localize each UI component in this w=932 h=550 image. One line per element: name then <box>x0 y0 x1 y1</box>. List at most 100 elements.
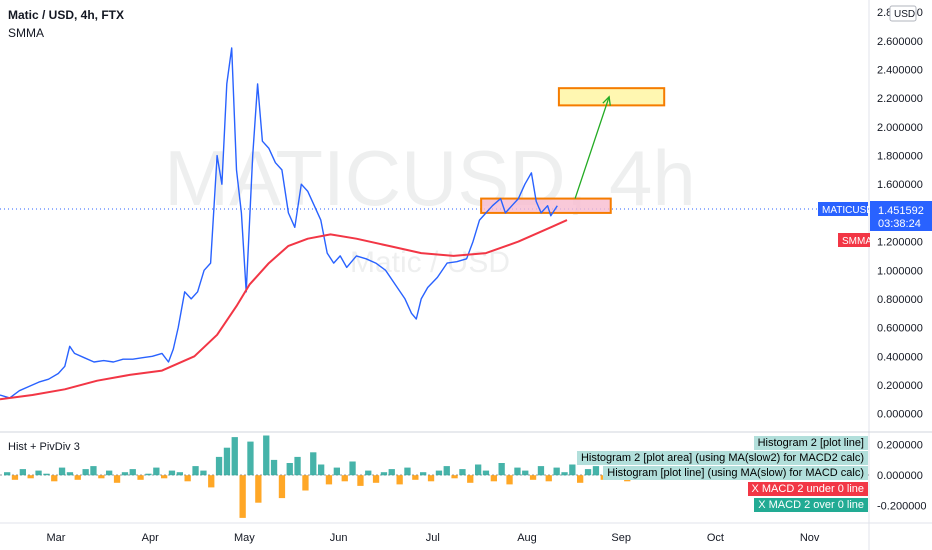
legend-tag-macd2-under: X MACD 2 under 0 line <box>747 482 868 496</box>
histogram-bar <box>349 461 356 476</box>
projection-arrow[interactable] <box>574 96 610 199</box>
histogram-bar <box>176 472 183 476</box>
price-tick-label: 2.600000 <box>877 36 923 48</box>
histogram-bar <box>427 475 435 482</box>
legend-tag-macd2-over: X MACD 2 over 0 line <box>754 498 868 512</box>
histogram-bar <box>168 470 176 476</box>
histogram-bar <box>106 470 113 476</box>
histogram-bar <box>137 475 144 480</box>
histogram-bar <box>90 466 97 476</box>
price-tick-label: 1.200000 <box>877 237 923 249</box>
price-tick-label: 2.000000 <box>877 122 923 134</box>
target-zone-rectangle[interactable] <box>480 197 612 214</box>
watermark-subtitle: Matic / USD <box>350 246 510 279</box>
price-tick-label: 2.400000 <box>877 65 923 77</box>
histogram-bar <box>420 472 427 476</box>
histogram-bar <box>412 475 419 480</box>
histogram-bar <box>443 466 450 476</box>
histogram-bar <box>270 459 278 476</box>
histogram-bar <box>192 466 199 476</box>
histogram-bar <box>545 475 552 482</box>
oscillator-tick-label: -0.200000 <box>877 501 927 513</box>
oscillator-title[interactable]: Hist + PivDiv 3 <box>8 441 80 453</box>
histogram-bar <box>325 475 333 485</box>
drawing-annotations[interactable] <box>480 87 666 214</box>
currency-badge[interactable]: USD <box>894 9 915 20</box>
histogram-bar <box>74 475 81 480</box>
legend-tag-histogram2-line: Histogram 2 [plot line] <box>753 436 868 450</box>
histogram-bar <box>113 475 121 483</box>
price-tick-label: 0.800000 <box>877 294 923 306</box>
target-zone-rectangle[interactable] <box>557 87 666 107</box>
histogram-bar <box>82 469 89 476</box>
symbol-price-label: MATICUSD <box>822 205 873 216</box>
histogram-bar <box>200 470 207 476</box>
histogram-bar <box>506 475 513 485</box>
histogram-bar <box>66 472 74 476</box>
histogram-bar <box>592 466 600 476</box>
histogram-bar <box>215 456 223 476</box>
smma-label-bg <box>838 233 870 247</box>
time-tick-label: Mar <box>47 532 66 544</box>
histogram-bar <box>208 475 215 488</box>
price-tick-label: 0.600000 <box>877 323 923 335</box>
histogram-bar <box>561 472 568 476</box>
histogram-bar <box>35 470 42 476</box>
histogram-bar <box>278 475 286 499</box>
histogram-bar <box>514 467 521 476</box>
oscillator-axis[interactable]: 0.200000 0.000000 -0.200000 <box>877 440 927 513</box>
histogram-bar <box>482 470 490 476</box>
price-tick-label: 1.600000 <box>877 179 923 191</box>
time-tick-label: Nov <box>800 532 820 544</box>
chart-title[interactable]: Matic / USD, 4h, FTX <box>8 8 125 22</box>
price-tick-label: 1.800000 <box>877 151 923 163</box>
price-tick-label: 0.400000 <box>877 351 923 363</box>
series-line-smma <box>0 219 568 401</box>
symbol-price-label-bg <box>818 202 868 216</box>
price-tick-label: 0.000000 <box>877 409 923 421</box>
indicator-smma-label[interactable]: SMMA <box>8 26 44 40</box>
time-axis[interactable]: Mar Apr May Jun Jul Aug Sep Oct Nov <box>47 532 820 544</box>
time-tick-label: Apr <box>142 532 159 544</box>
histogram-bar <box>184 475 191 482</box>
histogram-bar <box>27 475 34 479</box>
oscillator-tick-label: 0.000000 <box>877 470 923 482</box>
histogram-bar <box>4 472 11 476</box>
price-tick-label: 2.200000 <box>877 93 923 105</box>
time-tick-label: Jul <box>426 532 440 544</box>
histogram-bar <box>263 435 270 476</box>
histogram-bar <box>129 469 136 476</box>
histogram-bar <box>255 475 262 503</box>
currency-badge-bg[interactable] <box>889 5 917 22</box>
histogram-bar <box>153 467 160 476</box>
histogram-bar <box>43 473 50 476</box>
legend-tag-histogram-line: Histogram [plot line] (using MA(slow) fo… <box>603 466 868 480</box>
time-tick-label: May <box>234 532 255 544</box>
histogram-bar <box>365 470 372 476</box>
price-tick-label: 0.200000 <box>877 380 923 392</box>
histogram-bar <box>341 475 348 482</box>
histogram-bar <box>459 469 466 476</box>
histogram-bar <box>372 475 380 483</box>
series-line-maticusd <box>0 47 558 399</box>
histogram-bar <box>19 469 26 476</box>
histogram-bar <box>553 467 560 476</box>
histogram-bar <box>475 464 482 476</box>
histogram-bar <box>529 475 537 480</box>
histogram-bar <box>467 475 474 483</box>
time-tick-label: Oct <box>707 532 724 544</box>
histogram-bar <box>490 475 497 482</box>
price-axis[interactable]: 2.8000002.6000002.4000002.2000002.000000… <box>877 7 923 420</box>
price-tick-label: 1.000000 <box>877 265 923 277</box>
histogram-bar <box>247 441 254 476</box>
histogram-bar <box>404 467 411 476</box>
time-tick-label: Aug <box>517 532 537 544</box>
histogram-series <box>4 435 631 518</box>
oscillator-tick-label: 0.200000 <box>877 440 923 452</box>
histogram-bar <box>121 472 129 476</box>
histogram-bar <box>318 464 325 476</box>
histogram-bar <box>223 447 231 476</box>
histogram-bar <box>286 463 293 476</box>
histogram-bar <box>435 470 443 476</box>
